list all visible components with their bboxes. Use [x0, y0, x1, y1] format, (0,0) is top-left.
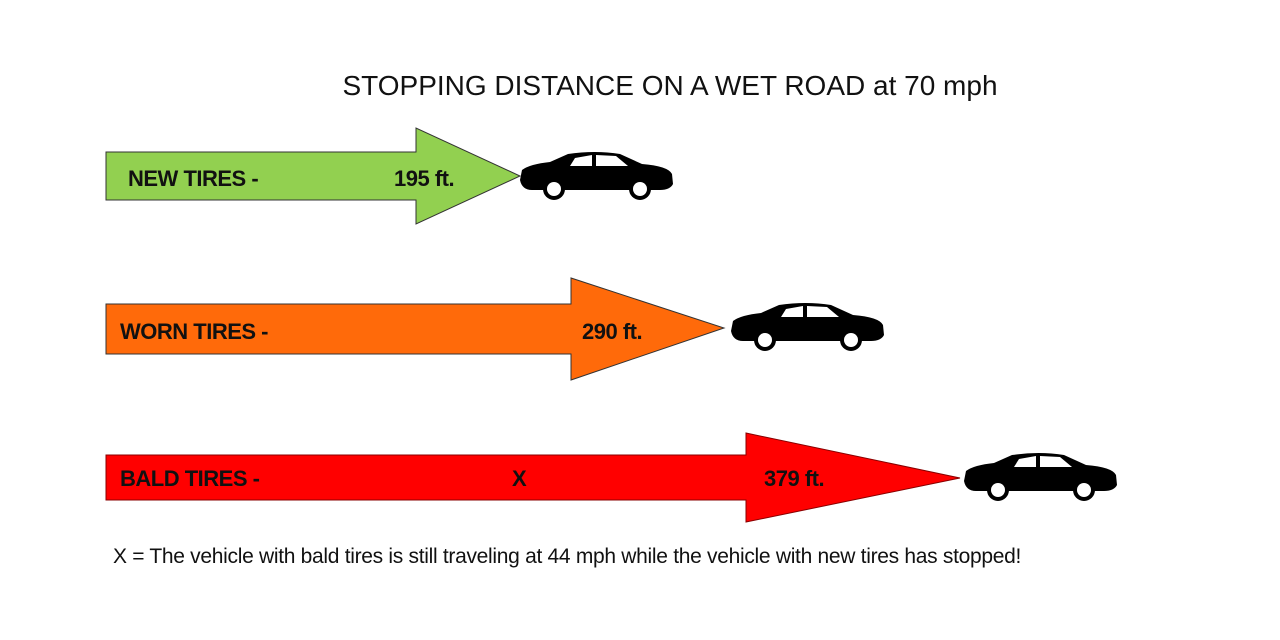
diagram-title: STOPPING DISTANCE ON A WET ROAD at 70 mp…: [342, 70, 998, 101]
row-label: BALD TIRES -: [120, 466, 260, 491]
car-icon: [520, 152, 673, 200]
distance-label: 290 ft.: [582, 319, 642, 344]
x-marker: X: [512, 466, 527, 491]
distance-label: 195 ft.: [394, 166, 454, 191]
row-label: WORN TIRES -: [120, 319, 268, 344]
car-icon: [731, 303, 884, 351]
arrow-bald-tires: BALD TIRES - X 379 ft.: [105, 432, 961, 523]
arrow-new-tires: NEW TIRES - 195 ft.: [105, 127, 522, 225]
arrow-worn-tires: WORN TIRES - 290 ft.: [105, 277, 726, 381]
car-icon: [964, 453, 1117, 501]
row-label: NEW TIRES -: [128, 166, 258, 191]
footnote: X = The vehicle with bald tires is still…: [113, 545, 1022, 568]
distance-label: 379 ft.: [764, 466, 824, 491]
